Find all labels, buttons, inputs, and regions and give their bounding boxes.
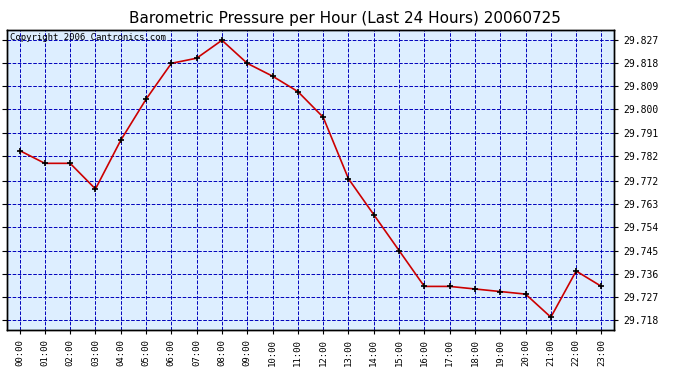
Text: Barometric Pressure per Hour (Last 24 Hours) 20060725: Barometric Pressure per Hour (Last 24 Ho… bbox=[129, 11, 561, 26]
Text: Copyright 2006 Cantronics.com: Copyright 2006 Cantronics.com bbox=[10, 33, 166, 42]
